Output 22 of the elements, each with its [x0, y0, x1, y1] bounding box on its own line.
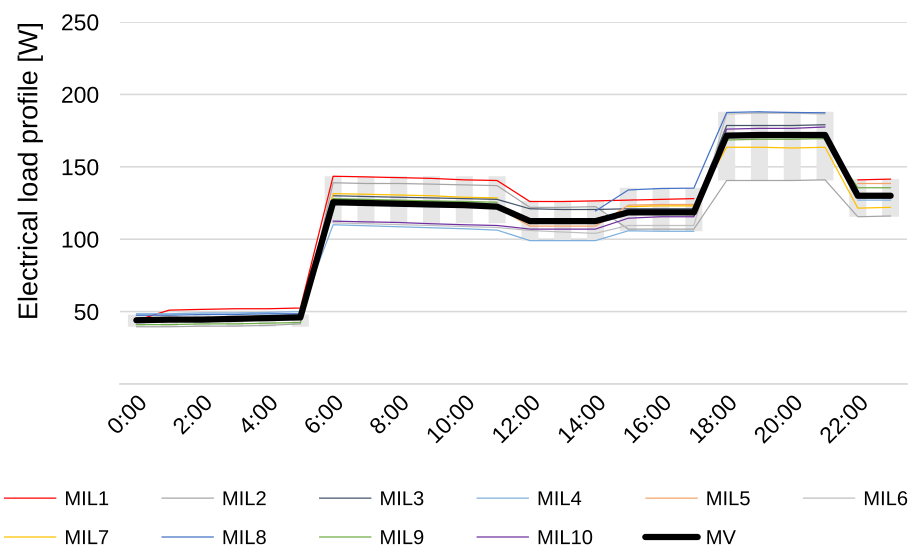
legend-label: MIL2	[224, 491, 266, 506]
x-tick-label: 4:00	[236, 393, 279, 436]
legend-label: MIL4	[538, 491, 582, 506]
legend-label: MIL10	[538, 530, 592, 544]
y-axis-title: Electrical load profile [W]	[18, 24, 43, 318]
y-tick-label: 250	[62, 14, 98, 31]
legend-label: MIL5	[707, 491, 750, 506]
legend-label: MIL6	[864, 491, 908, 506]
legend-label: MV	[707, 530, 736, 544]
x-tick-label: 8:00	[368, 393, 410, 436]
y-tick-label: 150	[62, 159, 98, 176]
x-tick-label: 0:00	[106, 393, 148, 436]
legend-label: MIL9	[381, 530, 424, 544]
legend-label: MIL3	[381, 491, 424, 506]
legend-label: MIL7	[66, 530, 108, 544]
legend-label: MIL1	[66, 491, 108, 506]
y-tick-label: 200	[62, 86, 98, 103]
x-tick-label: 6:00	[302, 393, 344, 435]
legend-label: MIL8	[224, 530, 266, 544]
line-series	[332, 124, 826, 210]
y-tick-label: 50	[74, 304, 98, 320]
y-tick-label: 100	[62, 232, 98, 248]
